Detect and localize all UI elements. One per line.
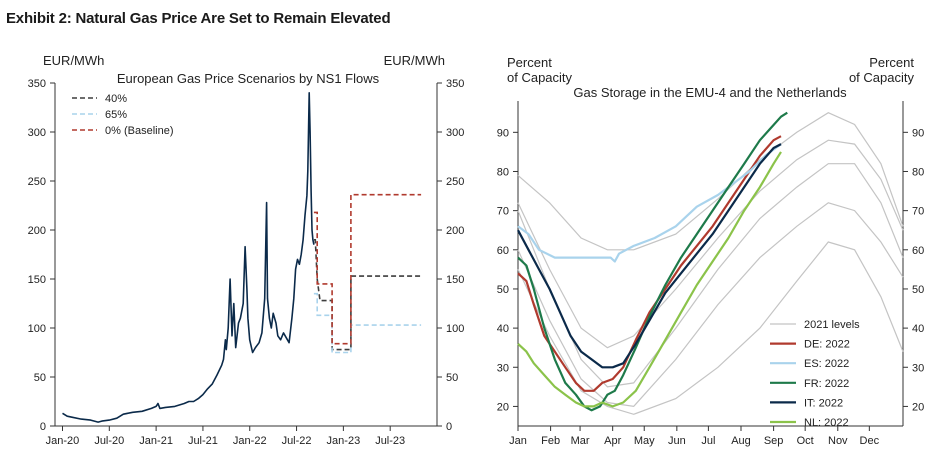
chart2-ytick-label-right: 70 (912, 206, 924, 218)
chart1-ytick-label-right: 350 (446, 78, 464, 90)
chart2-legend-label: DE: 2022 (804, 339, 850, 351)
chart2-xtick-label: Oct (797, 435, 814, 447)
chart1-ytick-label-left: 250 (28, 176, 46, 188)
chart2-series-line (517, 143, 782, 369)
chart1-ytick-label-left: 150 (28, 274, 46, 286)
chart1-ytick-label-right: 200 (446, 225, 464, 237)
chart2-title: Gas Storage in the EMU-4 and the Netherl… (573, 85, 847, 100)
chart2-y-label-right: of Capacity (849, 70, 915, 85)
chart2-xtick-label: Sep (764, 435, 784, 447)
chart2-reference-line (517, 241, 904, 415)
chart1-ytick-label-right: 50 (446, 372, 458, 384)
chart2-xtick-label: May (634, 435, 655, 447)
chart2-xtick-label: Apr (604, 435, 621, 447)
chart2-ytick-label-right: 20 (912, 401, 924, 413)
chart1-ytick-label-left: 350 (28, 78, 46, 90)
chart2-legend-label: NL: 2022 (804, 417, 849, 429)
chart2-y-label-left: Percent (507, 55, 552, 70)
chart2-xtick-label: Feb (541, 435, 560, 447)
exhibit-title: Exhibit 2: Natural Gas Price Are Set to … (6, 10, 391, 27)
chart2-xtick-label: Jan (509, 435, 527, 447)
chart1-ytick-label-left: 100 (28, 323, 46, 335)
chart1-legend-label: 0% (Baseline) (105, 125, 173, 137)
chart2-y-label-right: Percent (869, 55, 914, 70)
chart2-series-line (517, 111, 788, 412)
chart1-historical-line (62, 92, 315, 423)
chart1-xtick-label: Jul-21 (188, 435, 218, 447)
chart1-xtick-label: Jan-20 (46, 435, 80, 447)
chart1-ytick-label-left: 50 (34, 372, 46, 384)
chart2-legend-label: 2021 levels (804, 319, 860, 331)
gas-price-chart: European Gas Price Scenarios by NS1 Flow… (28, 53, 465, 447)
chart2-xtick-label: Mar (571, 435, 590, 447)
chart2-ytick-label-left: 30 (497, 362, 509, 374)
chart1-scenario-line (313, 239, 422, 351)
chart1-ytick-label-left: 0 (40, 421, 46, 433)
gas-storage-chart: Gas Storage in the EMU-4 and the Netherl… (497, 55, 925, 447)
chart2-legend-label: FR: 2022 (804, 378, 849, 390)
chart2-ytick-label-left: 70 (497, 206, 509, 218)
chart2-ytick-label-right: 30 (912, 362, 924, 374)
chart2-xtick-label: Dec (860, 435, 880, 447)
chart1-xtick-label: Jan-21 (139, 435, 173, 447)
chart1-ytick-label-right: 150 (446, 274, 464, 286)
chart2-reference-line (517, 163, 904, 388)
chart2-ytick-label-right: 50 (912, 284, 924, 296)
chart2-ytick-label-right: 80 (912, 166, 924, 178)
chart2-ytick-label-left: 60 (497, 245, 509, 257)
chart1-xtick-label: Jan-23 (327, 435, 361, 447)
chart1-ytick-label-right: 0 (446, 421, 452, 433)
chart2-reference-line (517, 112, 904, 251)
chart2-y-label-left: of Capacity (507, 70, 573, 85)
chart2-series-line (517, 151, 782, 408)
chart2-legend-label: ES: 2022 (804, 358, 849, 370)
chart2-ytick-label-left: 50 (497, 284, 509, 296)
chart2-xtick-label: Aug (731, 435, 751, 447)
chart2-ytick-label-left: 20 (497, 401, 509, 413)
chart2-reference-line (517, 202, 904, 408)
chart1-xtick-label: Jul-23 (375, 435, 405, 447)
chart1-xtick-label: Jan-22 (233, 435, 267, 447)
chart1-xtick-label: Jul-22 (282, 435, 312, 447)
chart1-ytick-label-left: 300 (28, 127, 46, 139)
chart2-ytick-label-left: 40 (497, 323, 509, 335)
chart2-ytick-label-right: 60 (912, 245, 924, 257)
chart1-title: European Gas Price Scenarios by NS1 Flow… (117, 71, 380, 86)
chart2-xtick-label: Jun (668, 435, 686, 447)
chart1-ytick-label-right: 100 (446, 323, 464, 335)
chart1-xtick-label: Jul-20 (94, 435, 124, 447)
chart2-ytick-label-right: 90 (912, 127, 924, 139)
chart1-scenario-line (313, 193, 422, 345)
chart2-ytick-label-left: 80 (497, 166, 509, 178)
chart2-series-line (517, 143, 782, 263)
chart2-xtick-label: Jul (701, 435, 715, 447)
chart2-ytick-label-left: 90 (497, 127, 509, 139)
chart2-reference-line (517, 139, 904, 349)
chart1-y-label-right: EUR/MWh (384, 53, 445, 68)
chart1-legend-label: 40% (105, 93, 127, 105)
chart1-legend-label: 65% (105, 109, 127, 121)
chart2-ytick-label-right: 40 (912, 323, 924, 335)
chart2-legend-label: IT: 2022 (804, 397, 843, 409)
chart1-ytick-label-left: 200 (28, 225, 46, 237)
chart1-y-label-left: EUR/MWh (43, 53, 104, 68)
chart2-xtick-label: Nov (828, 435, 848, 447)
chart2-series-line (517, 135, 782, 392)
chart1-scenario-line (313, 292, 422, 354)
chart1-ytick-label-right: 300 (446, 127, 464, 139)
chart1-ytick-label-right: 250 (446, 176, 464, 188)
